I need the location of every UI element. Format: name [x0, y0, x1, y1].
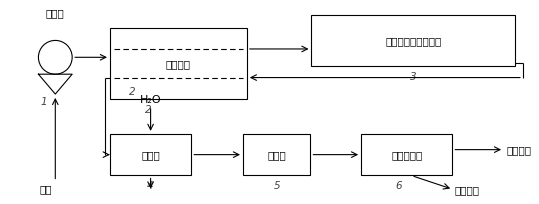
Text: 液相产品: 液相产品: [455, 184, 480, 194]
Bar: [110, 134, 191, 176]
Text: 超临界水气化反应器: 超临界水气化反应器: [385, 36, 441, 46]
Text: 蓝藻: 蓝藻: [39, 183, 52, 193]
Text: 3: 3: [410, 72, 417, 82]
Text: 6: 6: [396, 181, 402, 191]
Text: 2: 2: [146, 104, 152, 114]
Bar: [312, 16, 515, 67]
Text: 气相产品: 气相产品: [507, 145, 532, 155]
Text: 冷却器: 冷却器: [141, 150, 160, 160]
Text: 降压阀: 降压阀: [267, 150, 286, 160]
Text: 1: 1: [40, 96, 47, 106]
Text: 5: 5: [273, 181, 280, 191]
Text: 热交换器: 热交换器: [166, 59, 191, 69]
Text: 2: 2: [129, 87, 136, 96]
Text: H₂O: H₂O: [140, 94, 161, 104]
Text: 气液分离器: 气液分离器: [391, 150, 423, 160]
Text: 4: 4: [147, 181, 154, 191]
Text: 高压泵: 高压泵: [46, 9, 65, 19]
Bar: [361, 134, 452, 176]
Bar: [243, 134, 310, 176]
Bar: [110, 28, 247, 100]
